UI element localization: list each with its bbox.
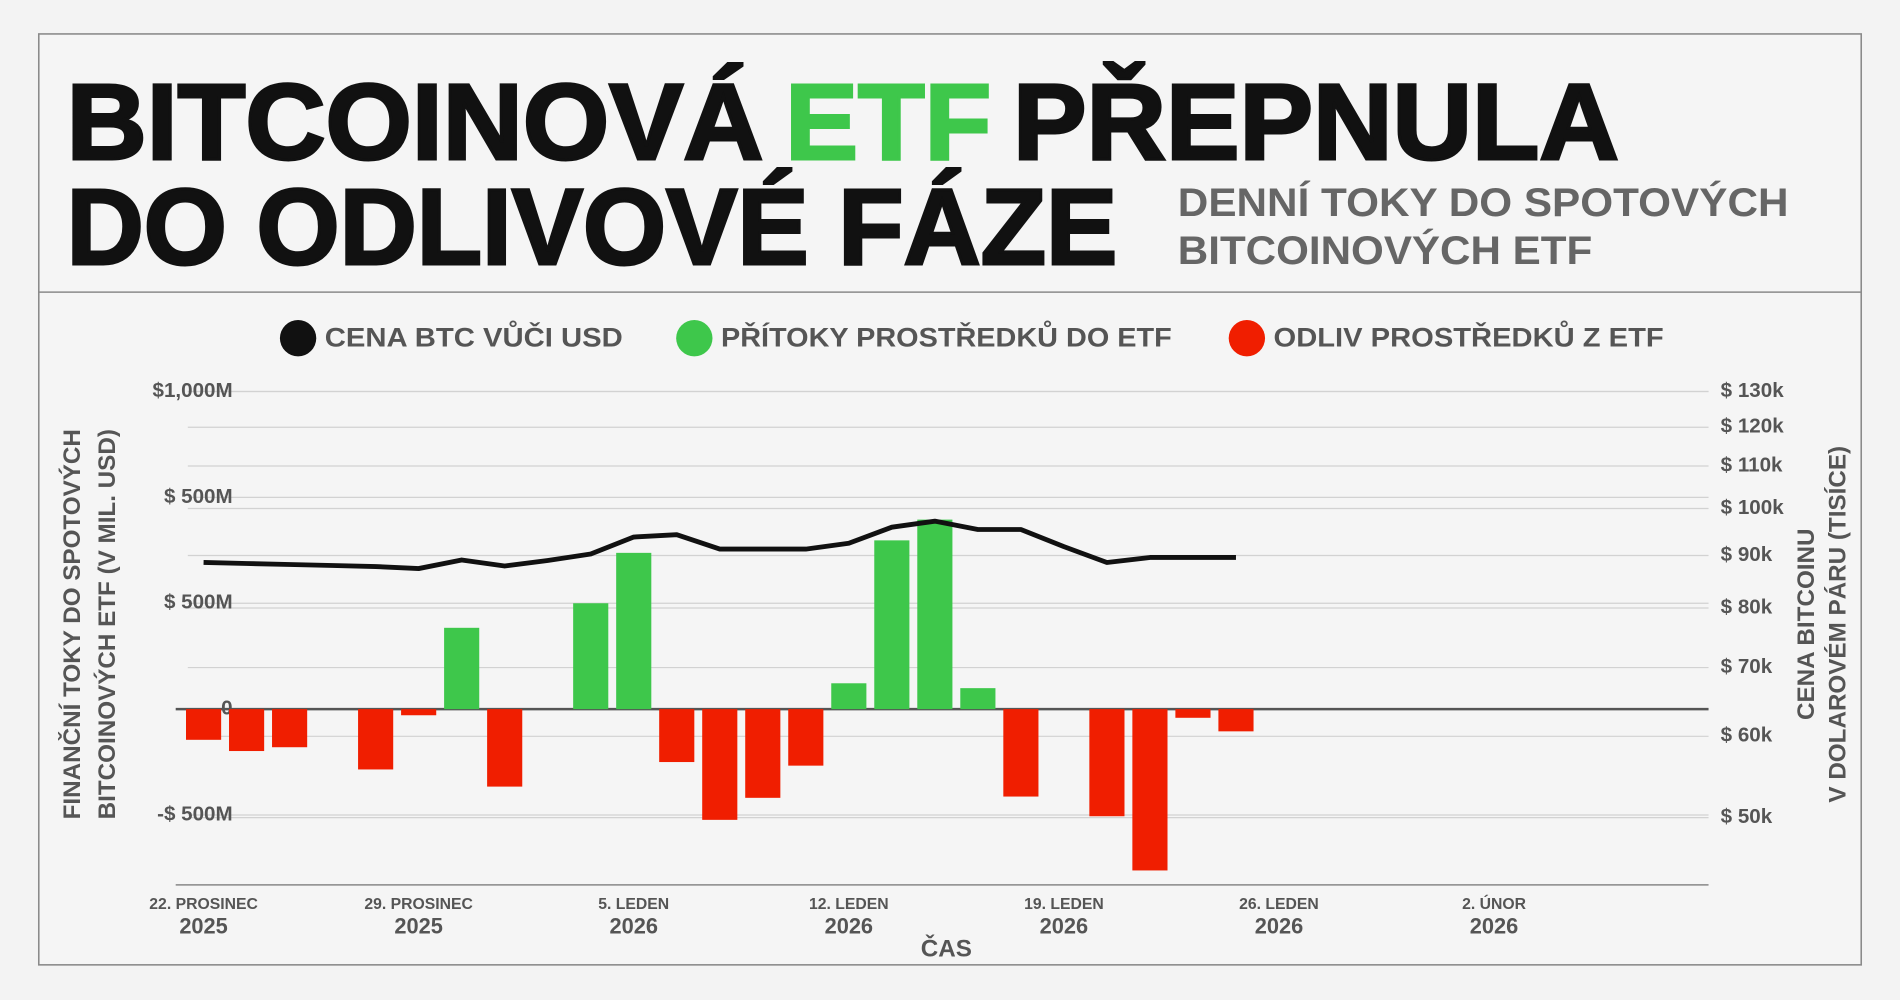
bar <box>745 709 781 798</box>
bar <box>401 709 437 716</box>
y-axis-label: BITCOINOVÝCH ETF (V MIL. USD) <box>93 429 121 819</box>
bar <box>487 709 523 787</box>
y2-tick-label: $ 60k <box>1721 724 1773 747</box>
x-tick-label: 2. ÚNOR <box>1462 894 1527 913</box>
bar <box>1089 709 1125 817</box>
x-tick-year: 2026 <box>1255 913 1303 938</box>
y2-tick-label: $ 80k <box>1721 595 1773 618</box>
x-tick-year: 2026 <box>825 913 873 938</box>
price-line <box>203 518 1236 571</box>
legend-label: PŘÍTOKY PROSTŘEDKŮ DO ETF <box>721 320 1172 352</box>
bar <box>960 688 996 710</box>
y-tick-label: $ 500M <box>164 591 233 614</box>
bar <box>917 519 953 710</box>
bar <box>1132 709 1168 871</box>
bar <box>702 709 738 820</box>
x-tick-year: 2026 <box>1040 913 1088 938</box>
y2-axis-label: CENA BITCOINU <box>1793 528 1820 720</box>
legend-marker <box>279 320 317 357</box>
legend-label: ODLIV PROSTŘEDKŮ Z ETF <box>1274 320 1664 352</box>
title-part: PŘEPNULA <box>1013 61 1619 182</box>
bar <box>874 540 910 710</box>
legend-marker <box>676 320 713 357</box>
bar <box>788 709 824 766</box>
title-part: DO ODLIVOVÉ FÁZE <box>67 166 1118 287</box>
y-tick-label: $1,000M <box>153 379 233 402</box>
x-tick-label: 19. LEDEN <box>1024 896 1104 913</box>
bar <box>573 603 609 710</box>
bar <box>358 709 394 770</box>
bar <box>229 709 265 752</box>
x-tick-label: 26. LEDEN <box>1239 896 1319 913</box>
y-tick-label: 0 <box>221 697 232 720</box>
y2-tick-label: $ 70k <box>1721 655 1773 678</box>
x-tick-label: 22. PROSINEC <box>149 896 258 913</box>
bar <box>186 709 222 740</box>
bar <box>444 627 480 710</box>
title-part: BITCOINOVÁ <box>67 61 764 182</box>
legend-marker <box>1228 320 1266 357</box>
y2-axis-label: V DOLAROVÉM PÁRU (TISÍCE) <box>1823 446 1851 803</box>
y2-tick-label: $ 120k <box>1721 415 1785 438</box>
subtitle: DENNÍ TOKY DO SPOTOVÝCH <box>1178 179 1789 225</box>
legend-label: CENA BTC VŮČI USD <box>325 320 623 352</box>
y2-tick-label: $ 130k <box>1721 379 1785 402</box>
bar <box>1003 709 1039 797</box>
y2-tick-label: $ 110k <box>1721 453 1783 476</box>
bar <box>1218 709 1254 732</box>
y2-tick-label: $ 50k <box>1721 805 1773 828</box>
x-tick-label: 29. PROSINEC <box>364 896 473 913</box>
x-tick-year: 2025 <box>179 913 227 938</box>
x-tick-year: 2025 <box>394 913 442 938</box>
y2-tick-label: $ 100k <box>1721 496 1785 519</box>
bar <box>1175 709 1211 718</box>
y-axis-label: FINANČNÍ TOKY DO SPOTOVÝCH <box>58 429 86 819</box>
bar <box>272 709 308 748</box>
x-tick-label: 5. LEDEN <box>598 896 669 913</box>
y-tick-label: -$ 500M <box>157 802 233 825</box>
bar <box>831 683 867 710</box>
y2-tick-label: $ 90k <box>1721 543 1773 566</box>
x-axis-label: ČAS <box>921 934 972 962</box>
y-tick-label: $ 500M <box>164 485 233 508</box>
bar <box>616 552 652 710</box>
frame <box>37 33 1863 966</box>
subtitle: BITCOINOVÝCH ETF <box>1178 227 1592 273</box>
x-tick-year: 2026 <box>609 913 657 938</box>
bar <box>659 709 695 763</box>
x-tick-year: 2026 <box>1470 913 1518 938</box>
x-tick-label: 12. LEDEN <box>809 896 889 913</box>
title-part: ETF <box>785 61 991 182</box>
